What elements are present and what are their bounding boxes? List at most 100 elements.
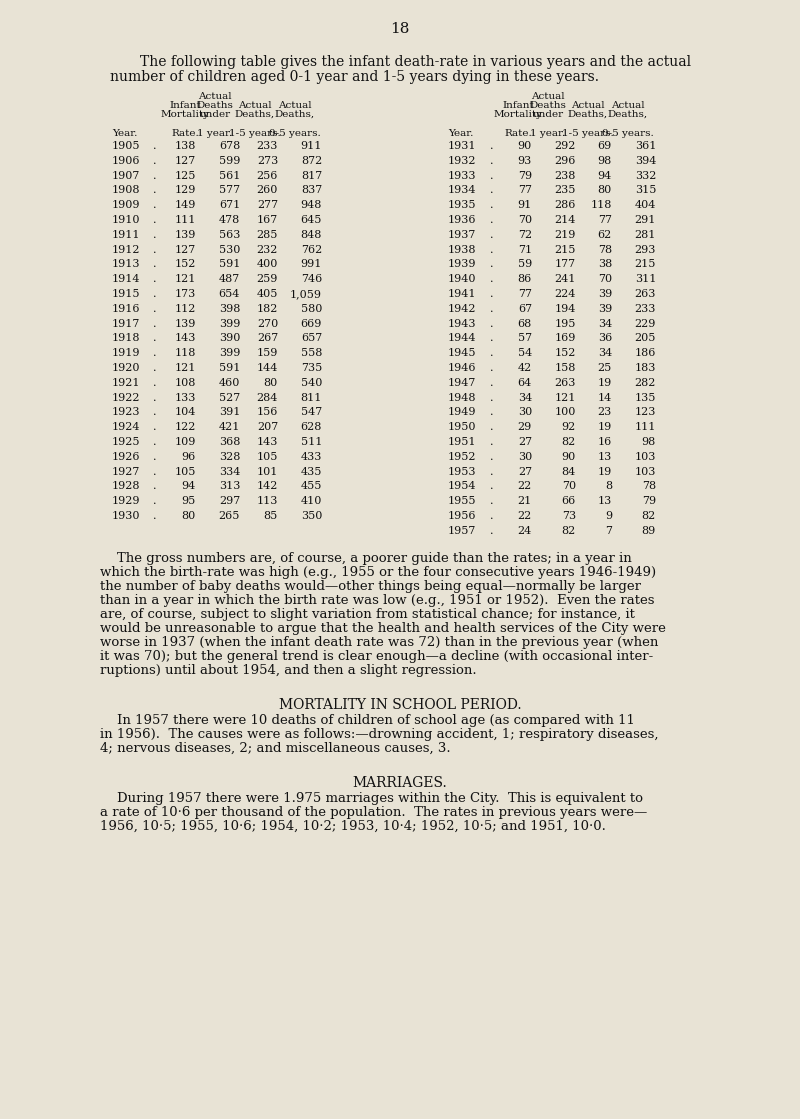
Text: 1936: 1936 xyxy=(448,215,477,225)
Text: 1949: 1949 xyxy=(448,407,477,417)
Text: than in a year in which the birth rate was low (e.g., 1951 or 1952).  Even the r: than in a year in which the birth rate w… xyxy=(100,594,654,606)
Text: 1953: 1953 xyxy=(448,467,477,477)
Text: 405: 405 xyxy=(257,289,278,299)
Text: .: . xyxy=(154,363,157,373)
Text: .: . xyxy=(154,481,157,491)
Text: Deaths,: Deaths, xyxy=(568,110,608,119)
Text: .: . xyxy=(490,303,494,313)
Text: .: . xyxy=(154,438,157,446)
Text: Rate.: Rate. xyxy=(504,129,532,138)
Text: 1944: 1944 xyxy=(448,333,477,344)
Text: 214: 214 xyxy=(554,215,576,225)
Text: 34: 34 xyxy=(598,348,612,358)
Text: 127: 127 xyxy=(174,245,196,255)
Text: 138: 138 xyxy=(174,141,196,151)
Text: 1930: 1930 xyxy=(112,511,141,521)
Text: 144: 144 xyxy=(257,363,278,373)
Text: 256: 256 xyxy=(257,170,278,180)
Text: 1932: 1932 xyxy=(448,156,477,166)
Text: Infant: Infant xyxy=(169,101,201,110)
Text: 1,059: 1,059 xyxy=(290,289,322,299)
Text: it was 70); but the general trend is clear enough—a decline (with occasional int: it was 70); but the general trend is cle… xyxy=(100,650,654,662)
Text: Rate.: Rate. xyxy=(171,129,199,138)
Text: 296: 296 xyxy=(554,156,576,166)
Text: 13: 13 xyxy=(598,452,612,462)
Text: .: . xyxy=(154,303,157,313)
Text: 215: 215 xyxy=(634,260,656,270)
Text: 103: 103 xyxy=(634,452,656,462)
Text: 580: 580 xyxy=(301,303,322,313)
Text: 1957: 1957 xyxy=(448,526,476,536)
Text: 591: 591 xyxy=(218,260,240,270)
Text: 410: 410 xyxy=(301,496,322,506)
Text: 36: 36 xyxy=(598,333,612,344)
Text: 183: 183 xyxy=(634,363,656,373)
Text: .: . xyxy=(154,319,157,329)
Text: .: . xyxy=(490,186,494,196)
Text: 92: 92 xyxy=(562,422,576,432)
Text: 93: 93 xyxy=(518,156,532,166)
Text: .: . xyxy=(490,422,494,432)
Text: 4; nervous diseases, 2; and miscellaneous causes, 3.: 4; nervous diseases, 2; and miscellaneou… xyxy=(100,742,450,755)
Text: .: . xyxy=(490,438,494,446)
Text: 1929: 1929 xyxy=(112,496,141,506)
Text: 645: 645 xyxy=(301,215,322,225)
Text: .: . xyxy=(490,200,494,210)
Text: 735: 735 xyxy=(301,363,322,373)
Text: .: . xyxy=(490,526,494,536)
Text: .: . xyxy=(154,141,157,151)
Text: In 1957 there were 10 deaths of children of school age (as compared with 11: In 1957 there were 10 deaths of children… xyxy=(100,714,635,727)
Text: 18: 18 xyxy=(390,22,410,36)
Text: 561: 561 xyxy=(218,170,240,180)
Text: 1934: 1934 xyxy=(448,186,477,196)
Text: 267: 267 xyxy=(257,333,278,344)
Text: 84: 84 xyxy=(562,467,576,477)
Text: 1918: 1918 xyxy=(112,333,141,344)
Text: 89: 89 xyxy=(642,526,656,536)
Text: ruptions) until about 1954, and then a slight regression.: ruptions) until about 1954, and then a s… xyxy=(100,664,477,677)
Text: 1931: 1931 xyxy=(448,141,477,151)
Text: 173: 173 xyxy=(174,289,196,299)
Text: 1954: 1954 xyxy=(448,481,477,491)
Text: 1956, 10·5; 1955, 10·6; 1954, 10·2; 1953, 10·4; 1952, 10·5; and 1951, 10·0.: 1956, 10·5; 1955, 10·6; 1954, 10·2; 1953… xyxy=(100,820,606,833)
Text: 23: 23 xyxy=(598,407,612,417)
Text: 1937: 1937 xyxy=(448,229,476,239)
Text: 1926: 1926 xyxy=(112,452,141,462)
Text: 260: 260 xyxy=(257,186,278,196)
Text: 577: 577 xyxy=(219,186,240,196)
Text: 657: 657 xyxy=(301,333,322,344)
Text: 80: 80 xyxy=(182,511,196,521)
Text: 86: 86 xyxy=(518,274,532,284)
Text: 991: 991 xyxy=(301,260,322,270)
Text: 399: 399 xyxy=(218,348,240,358)
Text: 599: 599 xyxy=(218,156,240,166)
Text: .: . xyxy=(154,333,157,344)
Text: 282: 282 xyxy=(634,378,656,388)
Text: 284: 284 xyxy=(257,393,278,403)
Text: 111: 111 xyxy=(634,422,656,432)
Text: 70: 70 xyxy=(562,481,576,491)
Text: 1952: 1952 xyxy=(448,452,477,462)
Text: 1941: 1941 xyxy=(448,289,477,299)
Text: 433: 433 xyxy=(301,452,322,462)
Text: 8: 8 xyxy=(605,481,612,491)
Text: 435: 435 xyxy=(301,467,322,477)
Text: 122: 122 xyxy=(174,422,196,432)
Text: 263: 263 xyxy=(554,378,576,388)
Text: 167: 167 xyxy=(257,215,278,225)
Text: 235: 235 xyxy=(554,186,576,196)
Text: 1917: 1917 xyxy=(112,319,140,329)
Text: 293: 293 xyxy=(634,245,656,255)
Text: 361: 361 xyxy=(634,141,656,151)
Text: 7: 7 xyxy=(605,526,612,536)
Text: Actual: Actual xyxy=(611,101,645,110)
Text: would be unreasonable to argue that the health and health services of the City w: would be unreasonable to argue that the … xyxy=(100,622,666,634)
Text: 313: 313 xyxy=(218,481,240,491)
Text: 273: 273 xyxy=(257,156,278,166)
Text: 1948: 1948 xyxy=(448,393,477,403)
Text: 70: 70 xyxy=(518,215,532,225)
Text: .: . xyxy=(154,215,157,225)
Text: 139: 139 xyxy=(174,319,196,329)
Text: 421: 421 xyxy=(218,422,240,432)
Text: Deaths: Deaths xyxy=(530,101,566,110)
